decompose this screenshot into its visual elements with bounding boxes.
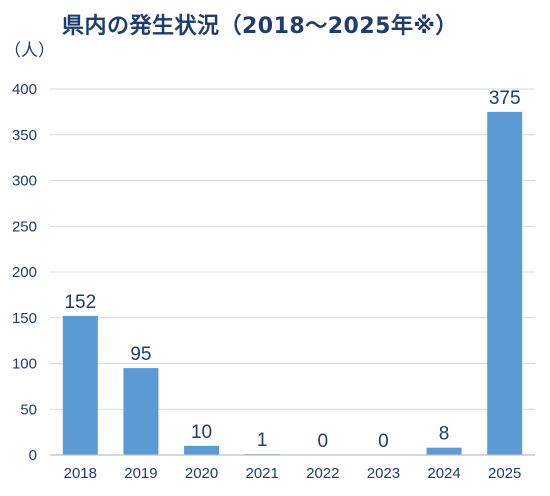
- x-tick-label-2020: 2020: [185, 465, 218, 482]
- x-tick-label-2025: 2025: [488, 465, 521, 482]
- y-tick-label: 0: [29, 447, 37, 464]
- y-tick-label: 200: [12, 264, 37, 281]
- y-tick-label: 400: [12, 81, 37, 98]
- x-tick-label-2019: 2019: [124, 465, 157, 482]
- data-label-2019: 95: [130, 344, 151, 365]
- data-label-2022: 0: [318, 431, 329, 452]
- data-label-2024: 8: [439, 424, 450, 445]
- y-tick-label: 250: [12, 218, 37, 235]
- bar-2020: [184, 445, 220, 455]
- y-tick-label: 150: [12, 310, 37, 327]
- data-label-2020: 10: [191, 422, 212, 443]
- data-label-2018: 152: [64, 292, 96, 313]
- y-tick-label: 300: [12, 173, 37, 190]
- y-axis-unit-label: （人）: [4, 41, 55, 61]
- x-tick-label-2022: 2022: [306, 465, 339, 482]
- x-tick-label-2024: 2024: [427, 465, 460, 482]
- x-tick-label-2021: 2021: [246, 465, 279, 482]
- y-axis-ticks: 0 50 100 150 200 250 300 350 400: [12, 81, 37, 464]
- y-tick-label: 50: [20, 401, 37, 418]
- bar-2019: [123, 368, 159, 455]
- bars: [62, 111, 523, 455]
- x-tick-label-2018: 2018: [64, 465, 97, 482]
- gridlines: [50, 88, 535, 410]
- data-label-2021: 1: [257, 430, 268, 451]
- x-axis-ticks: 2018 2019 2020 2021 2022 2023 2024 2025: [64, 465, 522, 482]
- y-tick-label: 350: [12, 127, 37, 144]
- x-tick-label-2023: 2023: [367, 465, 400, 482]
- data-label-2023: 0: [378, 431, 389, 452]
- y-tick-label: 100: [12, 356, 37, 373]
- chart-title: 県内の発生状況（2018～2025年※）: [62, 14, 458, 39]
- bar-2025: [487, 111, 523, 455]
- bar-2024: [426, 447, 462, 455]
- data-label-2025: 375: [489, 88, 521, 109]
- bar-2018: [62, 315, 98, 455]
